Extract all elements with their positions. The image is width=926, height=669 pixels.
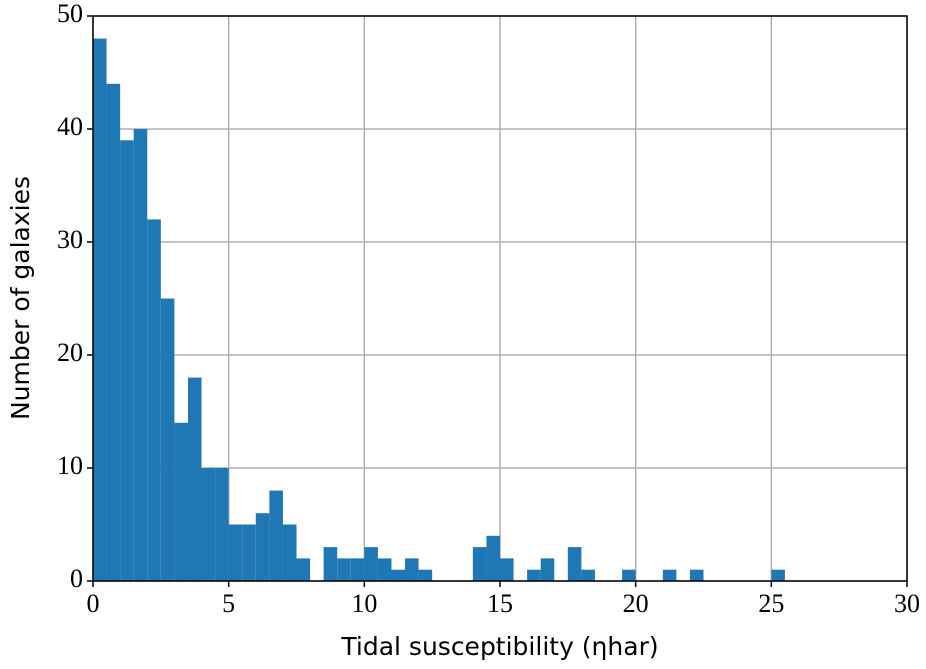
x-tick-label: 25 <box>758 589 784 618</box>
y-tick-label: 30 <box>57 225 83 254</box>
bar <box>581 569 595 581</box>
bar <box>187 377 202 581</box>
x-tick-label: 15 <box>487 589 513 618</box>
x-tick-label: 20 <box>623 589 649 618</box>
x-tick-label: 5 <box>222 589 235 618</box>
bar <box>472 547 487 581</box>
bar <box>201 468 216 581</box>
bar <box>350 558 365 581</box>
bar <box>662 569 677 581</box>
bar <box>160 298 175 581</box>
bar <box>527 569 541 581</box>
bar <box>486 535 500 581</box>
bar <box>689 569 704 581</box>
bar <box>228 524 243 581</box>
y-tick-label: 40 <box>57 112 83 141</box>
y-tick-label: 0 <box>70 564 83 593</box>
bar <box>391 569 406 581</box>
bar <box>567 547 582 581</box>
y-tick-label: 50 <box>57 0 83 28</box>
bar <box>174 422 188 581</box>
bar <box>540 558 555 581</box>
y-tick-label: 10 <box>57 451 83 480</box>
x-tick-label: 10 <box>351 589 377 618</box>
plot-frame <box>92 15 908 582</box>
bar <box>242 524 256 581</box>
y-tick-label: 20 <box>57 338 83 367</box>
x-axis-label: Tidal susceptibility (ηhar) <box>340 632 658 661</box>
bar <box>323 547 338 581</box>
bar <box>405 558 419 581</box>
bar <box>133 129 148 581</box>
x-tick-label: 0 <box>87 589 100 618</box>
bar <box>296 558 311 581</box>
bar <box>622 569 636 581</box>
bar <box>282 524 297 581</box>
bar <box>269 490 283 581</box>
bar <box>120 140 134 582</box>
bar <box>418 569 433 581</box>
bar <box>255 513 270 581</box>
bar <box>147 219 161 581</box>
bar <box>215 468 229 581</box>
bar <box>93 38 107 582</box>
bar <box>364 547 378 581</box>
bar <box>771 569 785 581</box>
bar <box>377 558 392 581</box>
bar <box>106 83 121 582</box>
x-tick-label: 30 <box>894 589 920 618</box>
bar <box>500 558 514 581</box>
y-axis-label: Number of galaxies <box>6 176 35 420</box>
bar <box>337 558 351 581</box>
